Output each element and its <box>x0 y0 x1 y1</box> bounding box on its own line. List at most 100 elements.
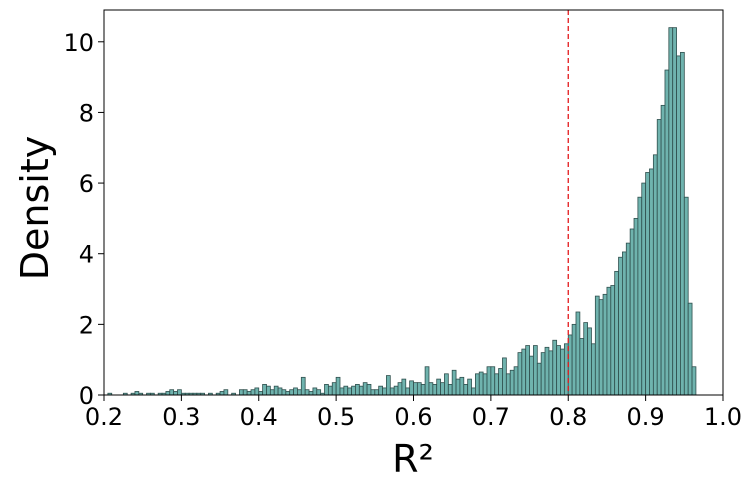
bar <box>293 387 298 396</box>
x-tick-label: 0.8 <box>549 403 587 431</box>
bar <box>331 382 337 396</box>
bar <box>250 389 256 396</box>
bar <box>498 368 503 396</box>
bar <box>660 104 666 396</box>
bar <box>366 384 372 396</box>
bar <box>594 295 600 396</box>
bar <box>471 387 476 396</box>
bar <box>509 369 515 396</box>
bar <box>134 391 140 396</box>
bar <box>242 389 248 396</box>
bar <box>517 352 523 396</box>
bar <box>393 385 399 396</box>
bar <box>490 366 496 396</box>
y-tick-label: 10 <box>63 29 94 57</box>
bar <box>637 196 643 396</box>
bar <box>614 270 619 396</box>
y-tick-label: 2 <box>79 311 94 339</box>
bar <box>432 384 438 396</box>
bar <box>455 378 461 396</box>
bar <box>540 352 546 396</box>
bar <box>324 384 329 396</box>
bar <box>339 387 345 396</box>
bar <box>169 389 175 396</box>
bar <box>683 196 689 396</box>
bar <box>362 382 368 396</box>
x-tick-label: 0.2 <box>85 403 123 431</box>
bar <box>513 366 519 396</box>
bar <box>355 384 360 396</box>
bar <box>447 384 453 396</box>
bar <box>656 119 662 396</box>
bar <box>668 27 674 396</box>
bar <box>544 346 550 396</box>
bar <box>610 285 616 396</box>
bar <box>502 357 507 396</box>
y-tick-label: 4 <box>79 241 94 269</box>
bar <box>343 385 349 396</box>
bar <box>575 311 581 396</box>
bar <box>289 389 294 396</box>
bar <box>629 228 635 396</box>
bar <box>428 382 434 396</box>
bar <box>401 378 407 396</box>
bar <box>552 339 558 396</box>
bar <box>420 384 426 396</box>
bar <box>409 380 414 396</box>
bar <box>641 182 647 396</box>
bar <box>583 322 588 396</box>
bar <box>536 362 542 396</box>
bar <box>281 389 287 396</box>
bar <box>312 387 318 396</box>
bar <box>533 345 538 396</box>
bar <box>165 391 171 396</box>
bar <box>223 389 229 396</box>
x-tick-label: 0.4 <box>240 403 278 431</box>
bar <box>370 389 376 396</box>
bar <box>308 391 314 396</box>
bar <box>494 373 500 396</box>
x-tick-label: 0.9 <box>627 403 665 431</box>
bar <box>436 378 441 396</box>
bar <box>645 172 650 396</box>
bar <box>676 55 681 396</box>
bar <box>664 69 670 396</box>
bar <box>486 366 492 396</box>
bar <box>587 327 592 396</box>
x-tick-label: 0.7 <box>472 403 510 431</box>
bar <box>622 251 627 396</box>
bar <box>424 366 430 396</box>
bar <box>598 299 604 396</box>
bar <box>579 338 585 396</box>
bar <box>505 373 511 396</box>
bar <box>285 391 291 396</box>
bar <box>297 389 302 396</box>
bar <box>444 373 449 396</box>
bar <box>273 385 279 396</box>
bar <box>177 389 182 396</box>
bar <box>459 376 465 396</box>
bar <box>269 389 275 396</box>
bar <box>451 369 457 396</box>
bar <box>304 389 310 396</box>
bar <box>672 27 677 396</box>
bar <box>266 385 271 396</box>
bar <box>482 373 488 396</box>
bar <box>556 345 561 396</box>
bar <box>602 293 608 396</box>
y-axis-label: Density <box>13 136 57 280</box>
bar <box>618 256 623 396</box>
bar <box>335 376 341 396</box>
bar <box>405 387 411 396</box>
bar <box>474 373 480 396</box>
bar <box>386 375 391 396</box>
bar <box>440 382 445 396</box>
bar <box>478 371 484 396</box>
x-axis-label: R² <box>392 437 434 481</box>
bar <box>560 348 565 396</box>
bar <box>239 389 244 396</box>
bar <box>521 348 527 396</box>
bar <box>687 302 693 396</box>
bar <box>347 387 353 396</box>
